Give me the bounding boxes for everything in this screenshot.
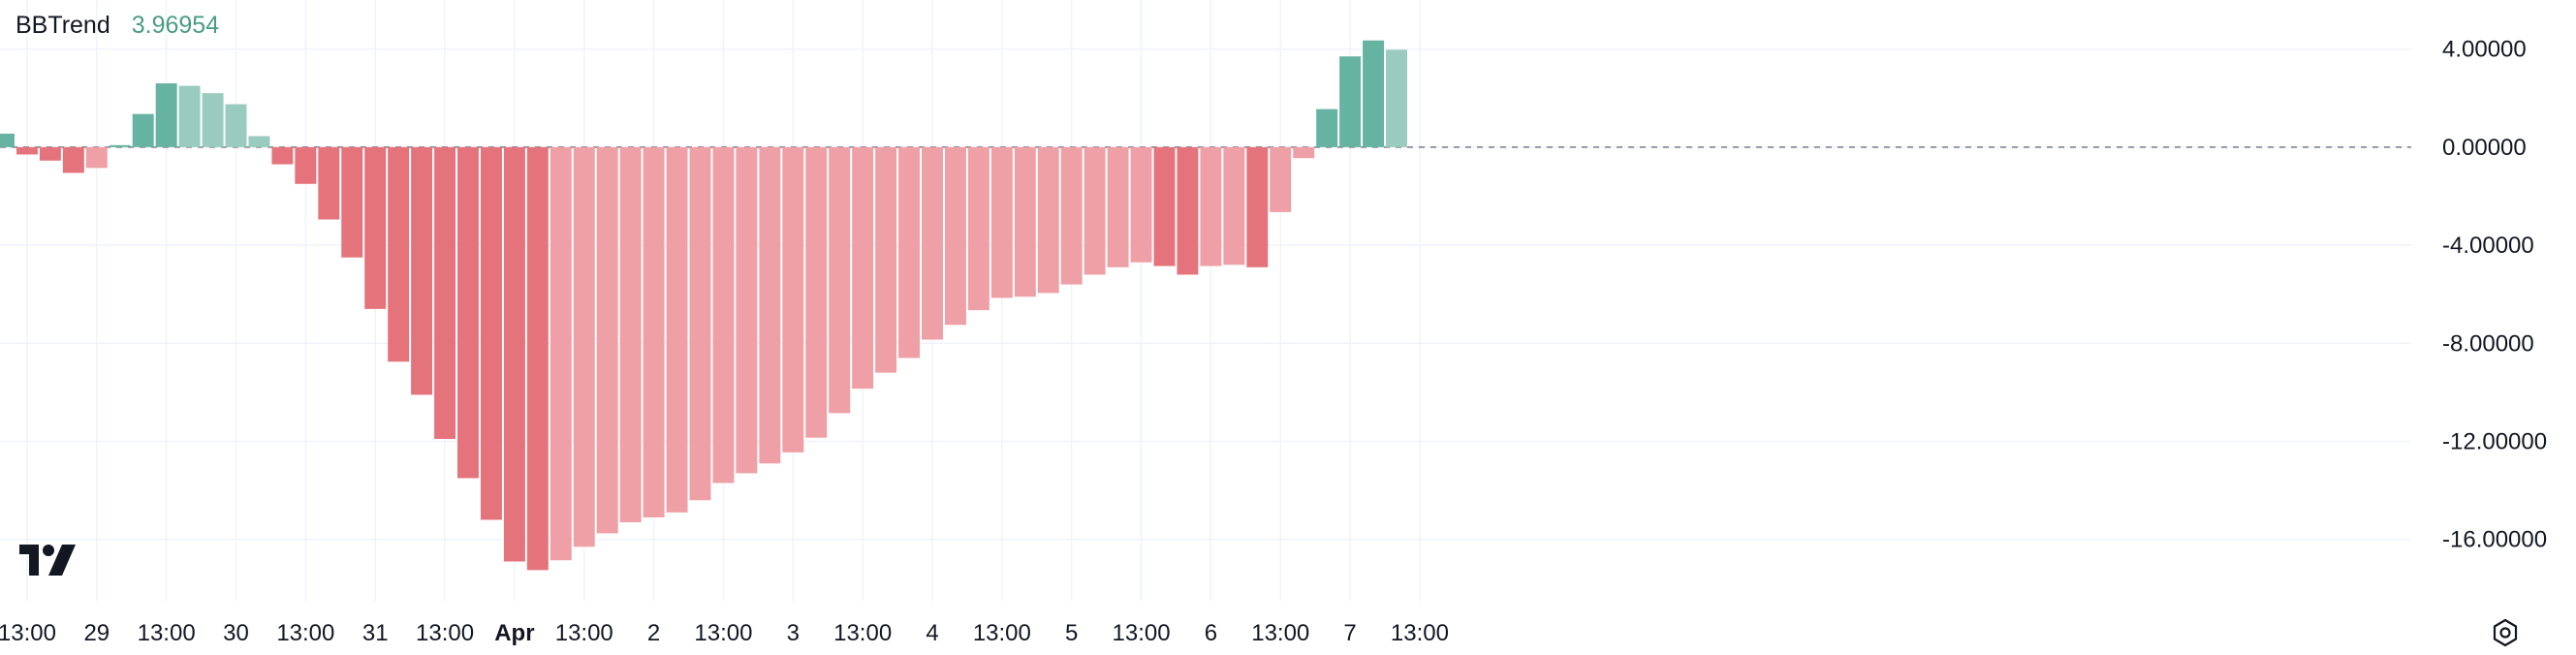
y-tick-label: -4.00000 [2442, 233, 2534, 259]
histogram-bar [62, 146, 84, 173]
histogram-bar [526, 146, 549, 571]
histogram-bar [712, 146, 735, 483]
histogram-bar [550, 146, 572, 561]
histogram-bar [155, 83, 177, 147]
histogram-bar [1316, 109, 1338, 147]
histogram-bar [109, 144, 131, 147]
histogram-bar [829, 146, 851, 414]
histogram-bar [759, 146, 781, 464]
x-tick-label: 13:00 [1113, 620, 1171, 646]
x-tick-label: 13:00 [1391, 620, 1449, 646]
grid-lines [0, 0, 2411, 601]
histogram-bar [457, 146, 479, 479]
histogram-bar [1339, 56, 1362, 147]
histogram-bar [922, 146, 943, 340]
indicator-legend[interactable]: BBTrend 3.96954 [16, 12, 219, 40]
histogram-bar [39, 146, 61, 161]
y-axis: 4.00000 0.00000 -4.00000 -8.00000 -12.00000 -… [2442, 37, 2547, 553]
histogram-bar [944, 146, 966, 326]
histogram-bar [852, 146, 874, 390]
y-tick-label: 4.00000 [2442, 37, 2527, 63]
x-tick-label: Apr [494, 620, 534, 646]
histogram-bar [16, 146, 38, 155]
histogram-bar [1386, 49, 1407, 147]
histogram-bar [643, 146, 665, 517]
histogram-bar [1363, 40, 1385, 147]
histogram-bar [364, 146, 387, 309]
histogram-bar [434, 146, 456, 439]
histogram-bar [990, 146, 1013, 298]
histogram-bar [295, 146, 317, 184]
histogram-bar [1037, 146, 1059, 294]
x-tick-label: 7 [1343, 620, 1356, 646]
y-tick-label: -12.00000 [2442, 429, 2547, 455]
histogram-bar [1246, 146, 1269, 267]
histogram-bar [503, 146, 525, 562]
x-tick-label: 6 [1205, 620, 1217, 646]
histogram-bar [1293, 146, 1315, 159]
y-tick-label: -16.00000 [2442, 527, 2547, 553]
x-tick-label: 13:00 [694, 620, 752, 646]
x-tick-label: 13:00 [555, 620, 613, 646]
histogram-bar [1084, 146, 1106, 275]
x-tick-label: 5 [1065, 620, 1078, 646]
histogram-bar [666, 146, 688, 513]
x-tick-label: 2 [647, 620, 660, 646]
histogram-bar [411, 146, 433, 395]
histogram-bar [202, 93, 224, 147]
histogram-bar [271, 146, 294, 165]
histogram-bar [1223, 146, 1245, 265]
y-tick-label: -8.00000 [2442, 330, 2534, 357]
x-tick-label: 30 [223, 620, 249, 646]
histogram-bar [689, 146, 711, 501]
x-tick-label: 13:00 [833, 620, 892, 646]
histogram-bar [1107, 146, 1129, 267]
x-tick-label: 13:00 [416, 620, 474, 646]
histogram-bar [1060, 146, 1083, 285]
histogram-bar [573, 146, 595, 547]
histogram-bar [388, 146, 410, 362]
x-axis: 13:00 29 13:00 30 13:00 31 13:00 Apr 13:00 2 13:00… [0, 620, 1449, 646]
histogram-bar [85, 146, 108, 169]
histogram-bar [178, 85, 201, 147]
histogram-bar [596, 146, 618, 534]
indicator-value: 3.96954 [131, 12, 220, 39]
histogram-bar [1200, 146, 1222, 266]
histogram-bar [782, 146, 804, 452]
histogram-bar [619, 146, 642, 523]
tradingview-logo-icon[interactable] [19, 545, 79, 579]
histogram-bar [967, 146, 990, 311]
x-tick-label: 31 [362, 620, 389, 646]
histogram-bar [248, 136, 270, 147]
histogram-bar [480, 146, 502, 520]
histogram-bar [1270, 146, 1292, 212]
histogram-bar [132, 113, 154, 147]
x-tick-label: 13:00 [138, 620, 196, 646]
histogram-bar [736, 146, 758, 474]
histogram-bar [341, 146, 363, 258]
histogram-bars [0, 40, 1407, 571]
x-tick-label: 13:00 [0, 620, 56, 646]
histogram-bar [898, 146, 921, 359]
x-tick-label: 29 [83, 620, 110, 646]
x-tick-label: 13:00 [1251, 620, 1309, 646]
x-tick-label: 13:00 [973, 620, 1031, 646]
histogram-bar [1177, 146, 1199, 275]
histogram-bar [875, 146, 897, 373]
histogram-bar [805, 146, 828, 438]
y-tick-label: 0.00000 [2442, 135, 2527, 161]
x-tick-label: 3 [787, 620, 800, 646]
x-tick-label: 13:00 [276, 620, 334, 646]
histogram-bar [318, 146, 340, 220]
x-tick-label: 4 [926, 620, 938, 646]
histogram-bar [225, 104, 247, 147]
histogram-bar [1014, 146, 1036, 297]
histogram-bar [1153, 146, 1176, 266]
histogram-bar [0, 133, 15, 147]
indicator-name: BBTrend [16, 12, 110, 39]
histogram-bar [1130, 146, 1152, 263]
gear-icon[interactable] [2491, 618, 2520, 647]
